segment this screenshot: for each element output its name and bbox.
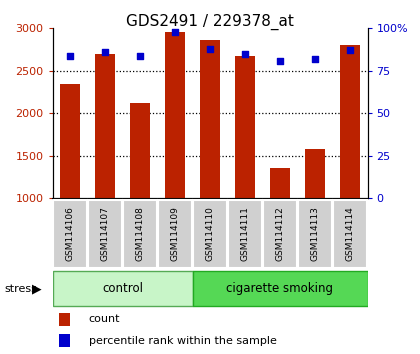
Text: cigarette smoking: cigarette smoking xyxy=(226,282,333,295)
FancyBboxPatch shape xyxy=(192,271,368,306)
Text: stress: stress xyxy=(4,284,37,293)
Point xyxy=(136,53,143,58)
Text: GSM114107: GSM114107 xyxy=(100,206,110,261)
Bar xyxy=(95,54,115,198)
Text: ▶: ▶ xyxy=(32,282,41,295)
FancyBboxPatch shape xyxy=(53,200,87,268)
FancyBboxPatch shape xyxy=(193,200,227,268)
Text: GSM114110: GSM114110 xyxy=(205,206,215,261)
FancyBboxPatch shape xyxy=(263,200,297,268)
Point xyxy=(207,46,213,52)
FancyBboxPatch shape xyxy=(88,200,122,268)
Point xyxy=(102,49,108,55)
Text: GSM114108: GSM114108 xyxy=(136,206,144,261)
Point xyxy=(172,29,178,35)
Point xyxy=(312,56,318,62)
Text: control: control xyxy=(102,282,143,295)
FancyBboxPatch shape xyxy=(333,200,367,268)
Text: GSM114114: GSM114114 xyxy=(346,206,354,261)
Bar xyxy=(340,45,360,198)
FancyBboxPatch shape xyxy=(123,200,157,268)
Bar xyxy=(200,40,220,198)
Bar xyxy=(59,334,70,347)
Point xyxy=(67,53,74,58)
FancyBboxPatch shape xyxy=(298,200,332,268)
Bar xyxy=(59,313,70,326)
Bar xyxy=(60,84,80,198)
Text: GSM114111: GSM114111 xyxy=(241,206,249,261)
FancyBboxPatch shape xyxy=(228,200,262,268)
Text: GSM114113: GSM114113 xyxy=(310,206,320,261)
FancyBboxPatch shape xyxy=(52,271,192,306)
Text: percentile rank within the sample: percentile rank within the sample xyxy=(89,336,277,346)
Bar xyxy=(235,56,255,198)
Text: GSM114109: GSM114109 xyxy=(171,206,179,261)
Bar xyxy=(305,149,325,198)
Bar xyxy=(270,168,290,198)
Text: GSM114106: GSM114106 xyxy=(66,206,74,261)
Text: GSM114112: GSM114112 xyxy=(276,206,284,261)
Text: GDS2491 / 229378_at: GDS2491 / 229378_at xyxy=(126,14,294,30)
FancyBboxPatch shape xyxy=(158,200,192,268)
Point xyxy=(277,58,284,63)
Point xyxy=(346,47,353,53)
Point xyxy=(241,51,248,57)
Bar xyxy=(130,103,150,198)
Bar xyxy=(165,32,185,198)
Text: count: count xyxy=(89,314,120,325)
